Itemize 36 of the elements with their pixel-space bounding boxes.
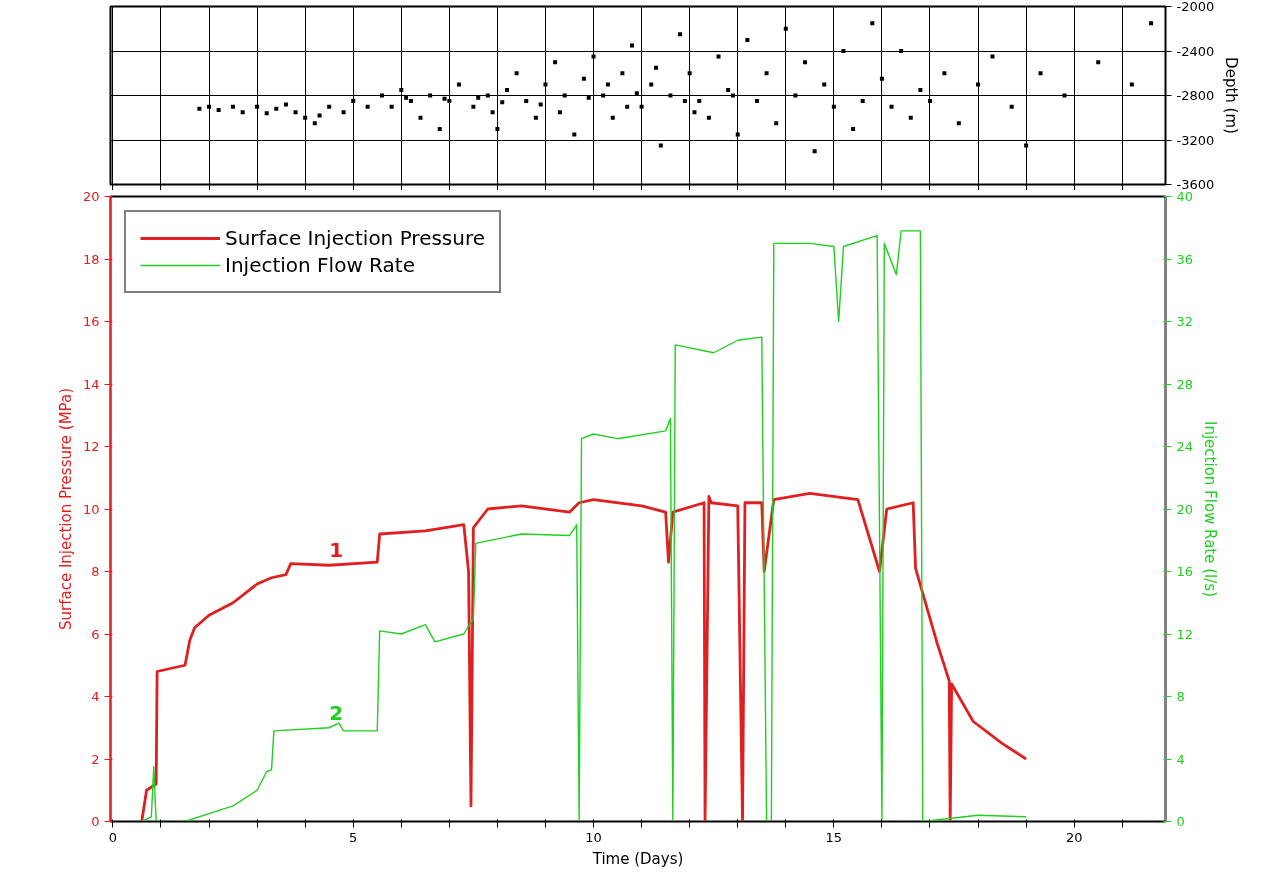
y2-tick-label: 40	[1176, 189, 1194, 204]
y-tick-label: -3200	[1176, 132, 1215, 148]
y-tick-label: 8	[91, 564, 100, 579]
y-tick-label: -3600	[1176, 177, 1215, 192]
y2-axis-title: Injection Flow Rate (l/s)	[1201, 421, 1220, 598]
y-tick-label: 4	[91, 689, 100, 704]
y-tick-label: 6	[91, 626, 100, 642]
y2-tick-label: 24	[1176, 439, 1194, 454]
y-tick-label: 12	[82, 439, 100, 454]
legend-label: Surface Injection Pressure	[225, 226, 486, 250]
line-series	[141, 230, 1027, 822]
y-tick-label: 18	[82, 251, 100, 267]
y2-tick-label: 28	[1176, 376, 1194, 392]
annotation: 2	[329, 700, 344, 725]
y-tick-label: 10	[82, 501, 100, 517]
y-tick-label: -2400	[1176, 43, 1215, 59]
y-tick-label: 20	[82, 189, 100, 204]
x-tick-label: 5	[349, 829, 358, 845]
y-tick-label: 0	[91, 814, 100, 829]
y2-tick-label: 32	[1176, 314, 1194, 329]
x-tick-label: 20	[1065, 829, 1083, 845]
y-tick-label: -2800	[1176, 88, 1215, 103]
y-axis-title: Depth (m)	[1222, 57, 1241, 134]
annotation: 1	[329, 538, 344, 563]
y-tick-label: -2000	[1176, 0, 1215, 14]
y-tick-label: 2	[91, 751, 100, 767]
line-series	[140, 491, 1028, 822]
x-axis-title: Time (Days)	[591, 849, 684, 868]
x-tick-label: 0	[108, 829, 118, 845]
y-tick-label: 14	[82, 376, 100, 392]
y2-tick-label: 36	[1176, 251, 1194, 267]
x-tick-label: 10	[585, 829, 602, 845]
y-axis-title: Surface Injection Pressure (MPa)	[56, 387, 75, 631]
legend-label: Injection Flow Rate	[225, 253, 415, 277]
x-tick-label: 15	[825, 829, 843, 845]
y-tick-label: 16	[82, 314, 100, 329]
